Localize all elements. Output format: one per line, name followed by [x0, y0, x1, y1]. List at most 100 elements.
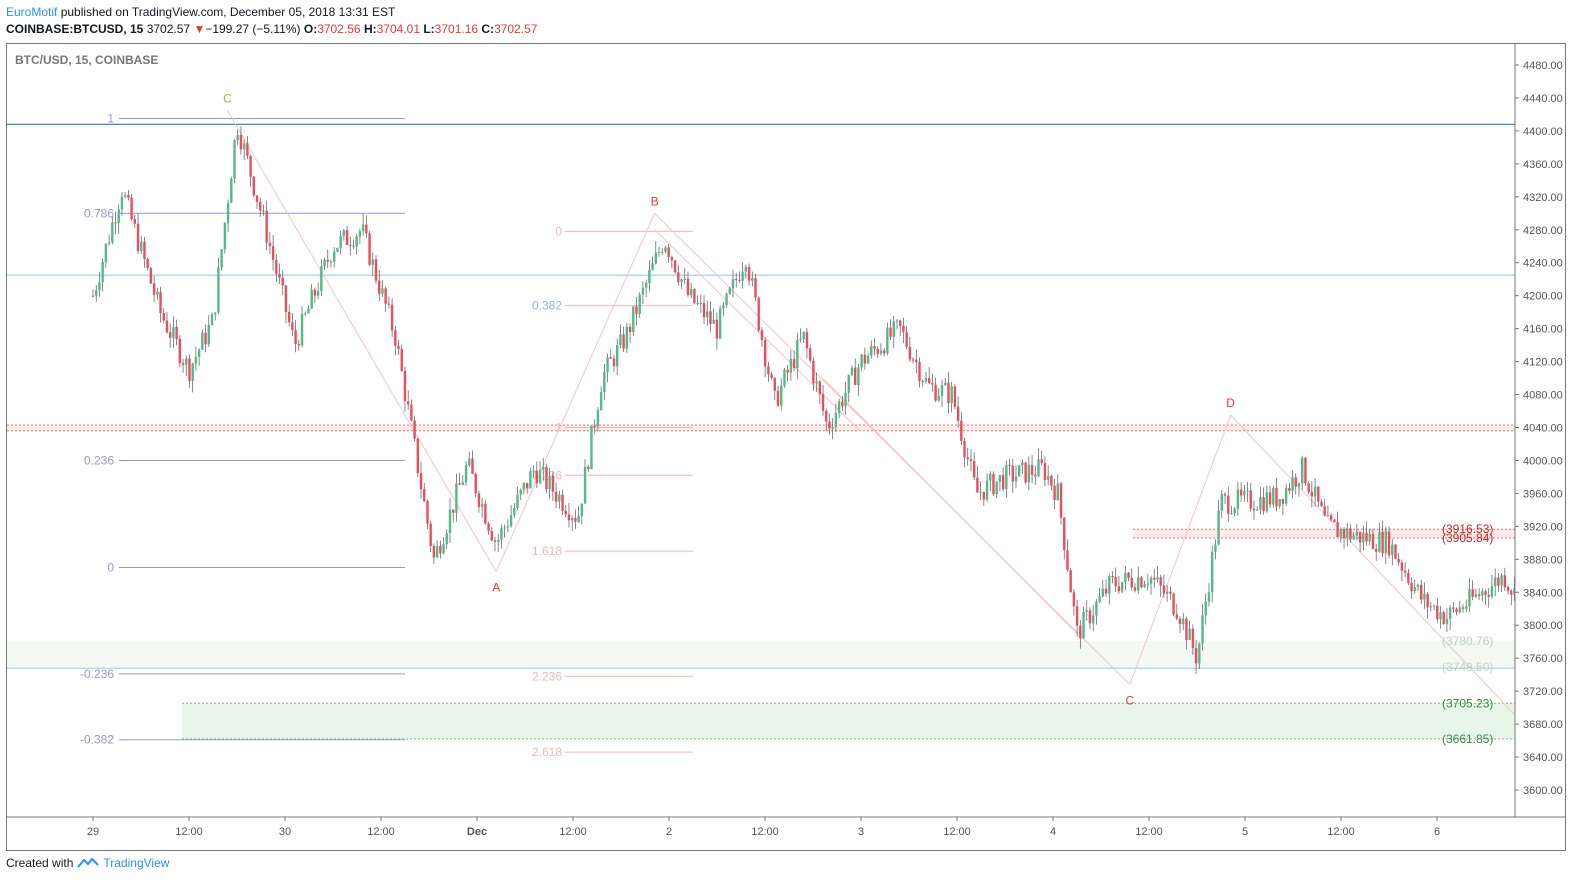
candle-body: [1143, 584, 1146, 588]
candle-body: [1114, 577, 1117, 587]
candle-body: [953, 386, 957, 407]
candle-body: [1172, 593, 1175, 615]
candle-body: [1333, 519, 1336, 523]
candle-body: [538, 469, 542, 484]
candle-body: [921, 381, 924, 383]
candle-body: [265, 210, 268, 243]
candle-body: [455, 483, 458, 513]
candle-body: [336, 247, 339, 252]
candle-body: [1091, 615, 1095, 624]
candle-body: [870, 346, 873, 356]
candle-body: [606, 357, 609, 373]
candle-body: [1027, 465, 1031, 483]
candle-body: [1391, 544, 1394, 556]
fib-left-label: -0.382: [80, 733, 114, 747]
candle-body: [1265, 492, 1269, 512]
candle-body: [1246, 490, 1249, 492]
candle-body: [622, 334, 625, 349]
candle-body: [735, 278, 738, 280]
candle-body: [1429, 606, 1433, 608]
candle-body: [1156, 577, 1159, 580]
price-tick-label: 4360.00: [1523, 159, 1563, 171]
price-tick-label: 4120.00: [1523, 357, 1563, 369]
price-tick-label: 4240.00: [1523, 258, 1563, 270]
candle-body: [368, 233, 371, 265]
candle-body: [1465, 606, 1468, 609]
candle-body: [307, 308, 310, 314]
candle-body: [603, 372, 606, 393]
candle-body: [1294, 477, 1297, 487]
price-tick-label: 3640.00: [1523, 752, 1563, 764]
price-chart[interactable]: 10.7860.2360-0.236-0.38200.38211.2361.61…: [7, 44, 1588, 850]
candle-body: [915, 359, 918, 363]
candle-body: [564, 510, 567, 515]
chart-frame[interactable]: 10.7860.2360-0.236-0.38200.38211.2361.61…: [6, 43, 1588, 851]
candle-body: [474, 473, 477, 494]
candle-body: [802, 331, 805, 340]
candle-body: [271, 246, 275, 261]
candle-body: [1243, 491, 1246, 496]
candle-body: [1024, 462, 1027, 483]
price-tick-label: 3760.00: [1523, 653, 1563, 665]
candle-body: [1288, 488, 1291, 491]
candle-body: [1301, 457, 1304, 484]
published-text: published on TradingView.com, December 0…: [57, 5, 396, 19]
candle-body: [1072, 592, 1076, 607]
candle-body: [667, 247, 670, 257]
candle-body: [670, 256, 674, 261]
candle-body: [683, 278, 686, 280]
time-tick-label: 12:00: [751, 826, 779, 838]
candle-body: [1037, 459, 1040, 477]
candle-body: [728, 288, 731, 294]
candle-body: [468, 458, 471, 466]
candle-body: [1455, 608, 1458, 613]
candle-body: [834, 413, 838, 428]
candle-body: [747, 267, 751, 281]
candle-body: [876, 348, 879, 354]
candle-body: [500, 528, 503, 540]
candle-body: [648, 270, 651, 283]
price-tick-label: 3880.00: [1523, 554, 1563, 566]
candle-body: [513, 507, 516, 516]
candle-body: [178, 338, 182, 364]
candle-body: [982, 491, 986, 500]
candle-body: [825, 410, 828, 422]
candle-body: [1046, 475, 1050, 481]
price-tick-label: 3920.00: [1523, 521, 1563, 533]
candle-body: [1008, 464, 1011, 466]
price-tick-label: 4320.00: [1523, 192, 1563, 204]
candle-body: [1120, 582, 1124, 592]
candle-body: [435, 546, 439, 558]
fib-mid-label: 0.382: [532, 299, 562, 313]
light-zone: [7, 641, 1515, 667]
candle-body: [841, 401, 844, 407]
wave-label: A: [492, 581, 500, 595]
candle-body: [1487, 594, 1490, 597]
zone-label: (3661.85): [1442, 732, 1493, 746]
candle-body: [1153, 577, 1156, 580]
candle-body: [1249, 490, 1252, 509]
candle-body: [300, 313, 304, 346]
wave-label: D: [1226, 396, 1235, 410]
fib-left-label: 0: [107, 561, 114, 575]
candle-body: [583, 466, 587, 504]
author-link[interactable]: EuroMotif: [6, 5, 58, 19]
candle-body: [1281, 498, 1285, 504]
candle-body: [1426, 593, 1429, 608]
candle-body: [850, 367, 854, 375]
price-tick-label: 4400.00: [1523, 126, 1563, 138]
candle-body: [1313, 486, 1317, 497]
candle-body: [770, 374, 773, 378]
candle-body: [413, 420, 416, 439]
target-zone: [182, 703, 1515, 740]
candle-body: [1339, 529, 1343, 537]
candle-body: [149, 268, 153, 284]
tradingview-brand[interactable]: TradingView: [103, 856, 170, 870]
zone-label: (3905.84): [1442, 531, 1493, 545]
candle-body: [1133, 587, 1137, 591]
candle-body: [545, 467, 548, 489]
candle-body: [1291, 477, 1294, 491]
candle-body: [461, 482, 465, 485]
candle-body: [593, 425, 596, 427]
close-label: C:: [481, 22, 495, 36]
